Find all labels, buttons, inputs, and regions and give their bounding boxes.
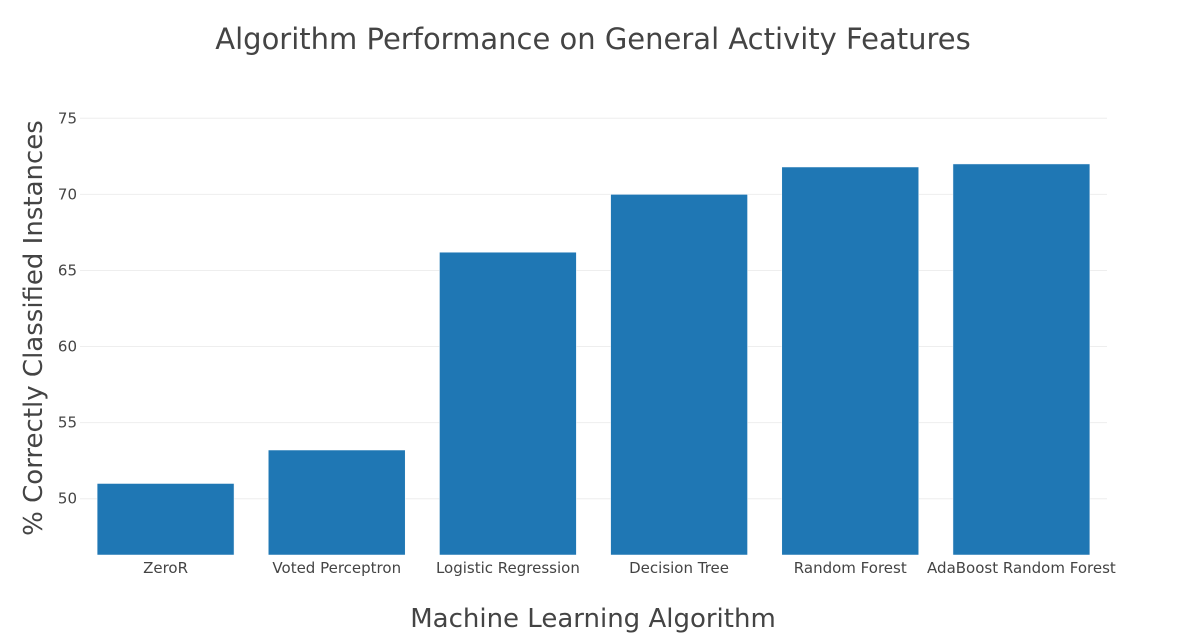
y-tick-label: 65 bbox=[58, 261, 77, 279]
chart-title: Algorithm Performance on General Activit… bbox=[215, 22, 970, 56]
y-tick-label: 70 bbox=[58, 185, 77, 203]
x-tick-label: Logistic Regression bbox=[436, 559, 580, 577]
y-tick-label: 60 bbox=[58, 338, 77, 356]
y-tick-label: 50 bbox=[58, 490, 77, 508]
bar-random-forest[interactable] bbox=[781, 166, 919, 556]
y-tick-label: 55 bbox=[58, 414, 77, 432]
x-tick-label: Voted Perceptron bbox=[272, 559, 401, 577]
x-tick-label: AdaBoost Random Forest bbox=[927, 559, 1116, 577]
y-axis-title: % Correctly Classified Instances bbox=[19, 120, 49, 536]
x-tick-label: Random Forest bbox=[794, 559, 907, 577]
bar-zeror[interactable] bbox=[96, 483, 235, 556]
bar-logistic-regression[interactable] bbox=[439, 251, 577, 556]
bars bbox=[96, 163, 1091, 556]
y-axis-ticks: 50 55 60 65 70 75 bbox=[58, 109, 77, 507]
x-tick-label: ZeroR bbox=[143, 559, 188, 577]
bar-adaboost-random-forest[interactable] bbox=[952, 163, 1091, 556]
x-tick-label: Decision Tree bbox=[629, 559, 729, 577]
gridlines bbox=[80, 117, 1107, 500]
x-axis-ticks: ZeroR Voted Perceptron Logistic Regression… bbox=[143, 559, 1116, 577]
y-tick-label: 75 bbox=[58, 109, 77, 127]
bar-voted-perceptron[interactable] bbox=[268, 449, 406, 556]
x-axis-title: Machine Learning Algorithm bbox=[410, 604, 776, 634]
bar-decision-tree[interactable] bbox=[610, 194, 748, 556]
